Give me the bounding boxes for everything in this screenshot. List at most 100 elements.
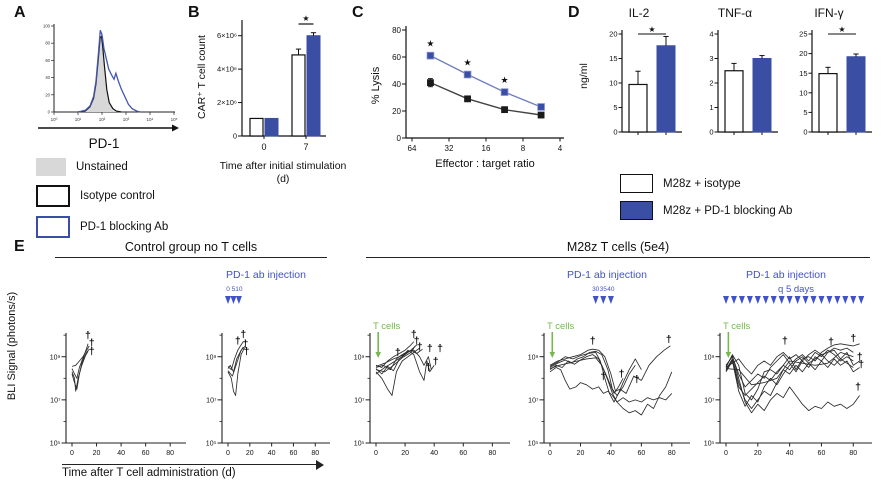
svg-text:0: 0: [803, 128, 807, 137]
car-t-x-axis-label: Time after initial stimulation (d): [219, 160, 347, 185]
svg-text:10: 10: [799, 88, 807, 97]
legend-label: Isotype control: [80, 190, 155, 202]
svg-text:10⁹: 10⁹: [354, 354, 365, 361]
pd1-group-swatch: [620, 201, 653, 220]
svg-text:10: 10: [235, 286, 243, 293]
svg-text:10⁷: 10⁷: [50, 397, 61, 404]
svg-text:†: †: [417, 341, 423, 353]
svg-text:15: 15: [609, 54, 617, 63]
svg-text:10⁹: 10⁹: [528, 354, 539, 361]
svg-text:10⁵: 10⁵: [354, 441, 365, 448]
svg-text:★: ★: [302, 14, 309, 23]
svg-text:10⁴: 10⁴: [147, 117, 154, 122]
svg-text:†: †: [425, 362, 431, 374]
tnfa-title: TNF-α: [717, 6, 753, 20]
pd1-injection-annotation: PD-1 ab injection: [226, 269, 306, 281]
svg-text:5: 5: [232, 286, 236, 293]
svg-text:T cells: T cells: [723, 321, 751, 332]
il2-chart: 0 5 10 15 20 ★: [609, 25, 682, 137]
svg-text:10⁵: 10⁵: [171, 117, 178, 122]
injection-arrows-strip: q 5 days: [723, 284, 865, 304]
bli-line-plot: 10⁵ 10⁷ 10⁹ 0 20 40 60 80 T cells † † † † †: [528, 321, 690, 457]
svg-text:†: †: [437, 342, 443, 354]
svg-text:0: 0: [548, 450, 552, 457]
svg-text:†: †: [89, 337, 95, 349]
legend-item-isotype-group: M28z + isotype: [620, 174, 792, 193]
svg-text:20: 20: [246, 450, 254, 457]
legend-item-pd1-group: M28z + PD-1 blocking Ab: [620, 201, 792, 220]
cytokine-y-axis-label: ng/ml: [578, 63, 590, 89]
svg-text:0: 0: [397, 134, 402, 143]
svg-text:†: †: [600, 370, 606, 382]
svg-text:0: 0: [613, 128, 617, 137]
svg-text:†: †: [619, 368, 625, 380]
svg-text:8: 8: [521, 144, 526, 153]
svg-text:†: †: [85, 329, 91, 341]
pd1-injection-annotation: [40, 270, 192, 282]
svg-text:10¹: 10¹: [75, 117, 82, 122]
cytotoxicity-chart: 0 20 40 60 80 64 32 16 8 4 ★ ★ ★: [392, 26, 564, 153]
svg-text:64: 64: [408, 144, 417, 153]
svg-text:20: 20: [93, 450, 101, 457]
svg-text:80: 80: [166, 450, 174, 457]
svg-text:★: ★: [838, 25, 845, 34]
svg-text:†: †: [411, 328, 417, 340]
group-legend: M28z + isotype M28z + PD-1 blocking Ab: [620, 174, 792, 228]
svg-text:5: 5: [803, 108, 807, 117]
svg-text:★: ★: [426, 39, 434, 49]
svg-text:0: 0: [70, 450, 74, 457]
svg-text:10: 10: [609, 79, 617, 88]
car-t-expansion-chart: 0 2×10⁶ 4×10⁶ 6×10⁶ 0 7 ★: [217, 14, 326, 152]
svg-text:10⁹: 10⁹: [50, 354, 61, 361]
svg-text:60: 60: [392, 53, 401, 62]
svg-text:10⁰: 10⁰: [51, 117, 58, 122]
svg-text:60: 60: [45, 58, 50, 63]
svg-text:40: 40: [45, 75, 50, 80]
svg-text:†: †: [828, 336, 834, 348]
pd1-injection-annotation: [344, 270, 516, 282]
flow-legend: Unstained Isotype control PD-1 blocking …: [36, 158, 168, 247]
injection-arrows-strip: [344, 282, 516, 305]
svg-text:10⁵: 10⁵: [704, 441, 715, 448]
svg-text:†: †: [433, 355, 439, 367]
svg-text:†: †: [395, 347, 401, 359]
lysis-x-axis-label: Effector : target ratio: [435, 158, 535, 170]
panel-d-label: D: [568, 4, 580, 21]
svg-text:30: 30: [592, 286, 600, 293]
svg-text:60: 60: [459, 450, 467, 457]
svg-text:10⁵: 10⁵: [206, 441, 217, 448]
svg-text:†: †: [857, 351, 863, 363]
svg-text:4×10⁶: 4×10⁶: [217, 65, 237, 74]
svg-text:40: 40: [607, 450, 615, 457]
svg-text:10⁵: 10⁵: [528, 441, 539, 448]
svg-text:2×10⁶: 2×10⁶: [217, 98, 237, 107]
svg-text:20: 20: [609, 30, 617, 39]
bli-subplot-control-pd1ab: PD-1 ab injection 0 5 10 10⁵ 10⁷ 10⁹ 0 20 40 60 80 †…: [196, 269, 336, 482]
control-group-header: Control group no T cells: [55, 240, 327, 258]
ifng-title: IFN-γ: [814, 6, 844, 20]
svg-text:7: 7: [303, 142, 308, 152]
svg-text:†: †: [427, 342, 433, 354]
svg-text:0: 0: [48, 110, 51, 115]
svg-text:25: 25: [799, 30, 807, 39]
histogram-x-axis-label: PD-1: [88, 136, 120, 151]
svg-text:15: 15: [799, 69, 807, 78]
svg-text:40: 40: [117, 450, 125, 457]
isotype-swatch: [36, 185, 70, 207]
panel-c-label: C: [352, 4, 364, 21]
bli-x-axis-label: Time after T cell administration (d): [62, 467, 236, 479]
svg-text:60: 60: [818, 450, 826, 457]
svg-text:40: 40: [430, 450, 438, 457]
svg-text:16: 16: [482, 144, 491, 153]
pd1-blocking-swatch: [36, 216, 70, 238]
time-axis-arrowhead-icon: [316, 460, 324, 470]
svg-text:0: 0: [233, 132, 237, 141]
svg-text:T cells: T cells: [373, 321, 401, 332]
svg-text:★: ★: [464, 58, 472, 68]
svg-text:†: †: [243, 338, 249, 350]
car-t-count-y-axis-label: CAR⁺ T cell count: [196, 35, 208, 119]
